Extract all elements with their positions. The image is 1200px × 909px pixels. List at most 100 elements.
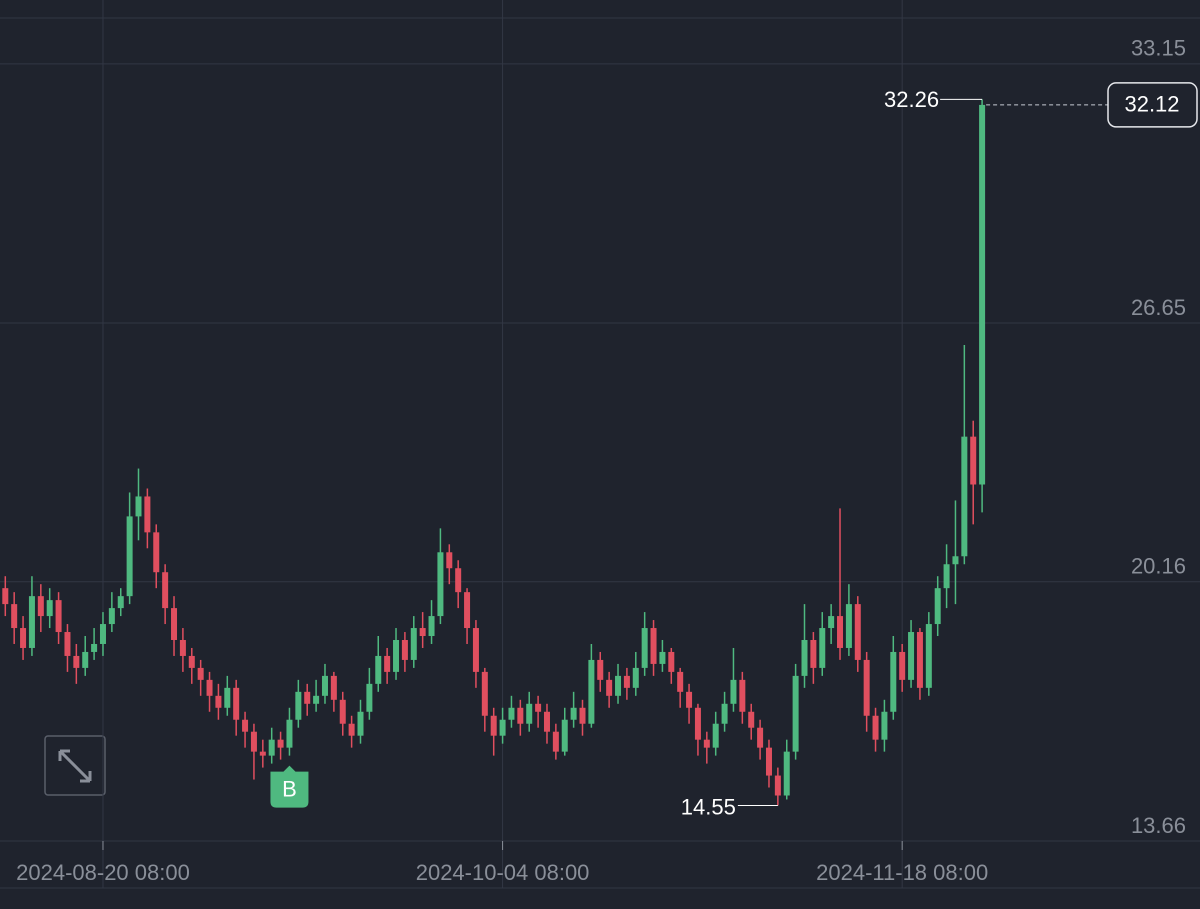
candle-body — [845, 604, 852, 648]
candle-body — [366, 683, 373, 712]
y-tick-label: 20.16 — [1131, 554, 1186, 579]
candle-body — [304, 691, 311, 704]
candle-body — [526, 703, 533, 724]
candle-body — [179, 639, 186, 656]
candle-body — [135, 496, 142, 517]
candle-body — [437, 552, 444, 617]
candle-body — [375, 655, 382, 684]
candle-body — [899, 651, 906, 680]
candle-body — [819, 628, 826, 668]
candle-body — [321, 675, 328, 696]
candle-body — [384, 655, 391, 672]
candle-body — [961, 436, 968, 557]
x-tick-label: 2024-11-18 08:00 — [816, 860, 988, 885]
candle-body — [268, 739, 275, 756]
candle-body — [508, 707, 515, 720]
candle-body — [428, 616, 435, 637]
candle-body — [552, 731, 559, 752]
candle-body — [499, 719, 506, 736]
candle-body — [224, 687, 231, 708]
candle-body — [233, 687, 240, 720]
candle-body — [277, 739, 284, 748]
candle-body — [55, 600, 62, 633]
candle-body — [757, 727, 764, 748]
candle-body — [46, 600, 53, 617]
x-tick-label: 2024-08-20 08:00 — [16, 860, 190, 885]
candle-body — [694, 707, 701, 740]
candle-body — [739, 679, 746, 712]
candle-body — [703, 739, 710, 748]
candle-body — [339, 699, 346, 724]
candle-body — [91, 643, 98, 652]
candle-body — [908, 632, 915, 680]
candle-body — [606, 679, 613, 696]
candle-body — [837, 616, 844, 648]
max-label: 32.26 — [884, 87, 939, 112]
candle-body — [464, 592, 471, 629]
candle-body — [872, 715, 879, 740]
candle-body — [748, 711, 755, 728]
candle-body — [401, 639, 408, 660]
candle-body — [455, 568, 462, 593]
last-price-label: 32.12 — [1124, 92, 1179, 117]
candle-body — [712, 723, 719, 748]
candle-body — [295, 691, 302, 720]
candle-body — [73, 655, 80, 668]
candle-body — [979, 104, 986, 485]
candle-body — [810, 639, 817, 668]
candle-body — [721, 703, 728, 724]
candle-body — [517, 707, 524, 724]
candle-body — [197, 667, 204, 680]
candle-body — [668, 651, 675, 672]
candle-body — [215, 695, 222, 708]
buy-marker-label: B — [282, 776, 297, 801]
expand-icon[interactable] — [58, 749, 92, 783]
candle-body — [357, 711, 364, 736]
candle-body — [535, 703, 542, 712]
candle-body — [490, 715, 497, 736]
candle-body — [650, 628, 657, 664]
candle-body — [64, 632, 71, 656]
candle-body — [472, 628, 479, 672]
candle-body — [286, 719, 293, 748]
candle-body — [623, 675, 630, 688]
candle-body — [99, 624, 106, 644]
y-tick-label: 26.65 — [1131, 295, 1186, 320]
candle-body — [943, 564, 950, 589]
candle-body — [117, 596, 124, 609]
candle-body — [2, 588, 9, 605]
candle-body — [259, 751, 266, 756]
candle-body — [419, 628, 426, 637]
candle-body — [952, 556, 959, 565]
candle-body — [28, 596, 35, 648]
candle-body — [206, 679, 213, 696]
candle-body — [579, 707, 586, 724]
candle-body — [925, 624, 932, 688]
candle-body — [171, 608, 178, 640]
candle-body — [828, 616, 835, 629]
candle-body — [783, 751, 790, 796]
candle-body — [188, 655, 195, 668]
buy-marker — [270, 765, 309, 808]
expand-frame[interactable] — [44, 735, 106, 796]
candle-body — [20, 628, 27, 648]
candle-body — [481, 671, 488, 716]
candle-body — [242, 719, 249, 732]
candle-body — [730, 679, 737, 704]
candle-body — [348, 723, 355, 736]
candle-body — [659, 651, 666, 664]
candle-body — [792, 675, 799, 752]
candle-body — [108, 608, 115, 625]
candle-body — [970, 436, 977, 485]
candle-body — [916, 632, 923, 688]
candle-body — [570, 707, 577, 720]
candle-body — [615, 675, 622, 696]
candle-body — [561, 719, 568, 752]
candle-body — [588, 659, 595, 724]
expand-button[interactable] — [44, 735, 106, 796]
candle-body — [934, 588, 941, 625]
candle-body — [144, 496, 151, 533]
candle-body — [543, 711, 550, 732]
